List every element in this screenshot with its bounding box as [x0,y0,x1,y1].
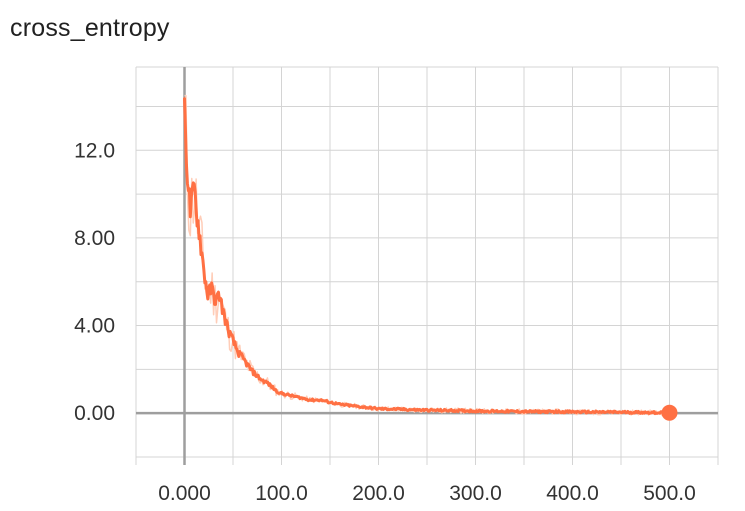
x-tick-label: 300.0 [449,482,502,505]
x-tick-label: 0.000 [158,482,211,505]
x-tick-label: 100.0 [255,482,308,505]
y-tick-label: 8.00 [74,227,115,250]
series-line [183,97,671,416]
y-tick-label: 0.00 [74,402,115,425]
series-end-point [661,404,678,421]
grid-layer [135,66,719,465]
chart-title: cross_entropy [10,14,170,42]
x-tick-label: 200.0 [352,482,405,505]
series-layer [183,97,678,421]
x-tick-label: 500.0 [643,482,696,505]
y-tick-label: 4.00 [74,315,115,338]
x-tick-label: 400.0 [546,482,599,505]
y-tick-label: 12.0 [74,139,115,162]
tick-label-layer: 0.00 4.00 8.00 12.0 0.000 100.0 200.0 300.0 400.… [74,139,696,505]
